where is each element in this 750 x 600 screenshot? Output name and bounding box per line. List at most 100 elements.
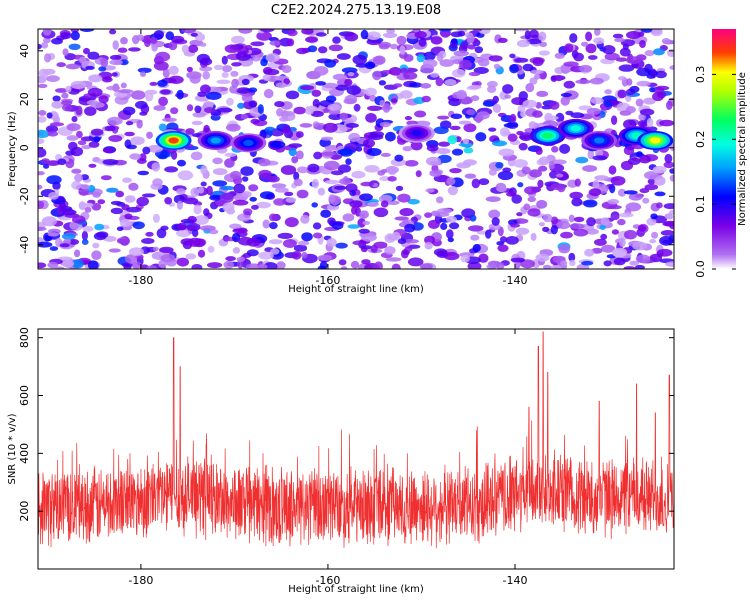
heatmap-cell <box>41 216 58 227</box>
heatmap-cell <box>478 178 490 186</box>
heatmap-cell <box>569 191 583 200</box>
heatmap-cell <box>310 110 324 117</box>
heatmap-cell <box>326 238 337 247</box>
heatmap-cell <box>453 50 470 57</box>
heatmap-cell <box>584 248 595 257</box>
heatmap-cell <box>503 122 518 128</box>
heatmap-cell <box>246 249 259 257</box>
heatmap-cell <box>71 116 78 123</box>
heatmap-cell <box>466 33 475 44</box>
heatmap-cell <box>297 166 309 174</box>
heatmap-cell <box>91 203 102 211</box>
heatmap-cell <box>120 37 128 45</box>
heatmap-cell <box>88 163 97 168</box>
heatmap-cell <box>468 225 484 232</box>
heatmap-cell <box>498 148 515 157</box>
heatmap-cell <box>232 232 241 243</box>
heatmap-cell <box>560 96 570 106</box>
heatmap-y-label: Frequency (Hz) <box>7 111 18 187</box>
heatmap-cell <box>519 132 533 142</box>
heatmap-cell <box>649 239 657 244</box>
heatmap-cell <box>505 236 519 245</box>
heatmap-cell <box>467 44 476 50</box>
heatmap-cell <box>283 78 291 85</box>
heatmap-cell <box>162 68 170 78</box>
heatmap-cell <box>337 149 351 156</box>
heatmap-cell <box>389 43 399 50</box>
heatmap-cell <box>653 48 665 56</box>
heatmap-cell <box>551 159 567 165</box>
heatmap-cell <box>537 179 544 189</box>
heatmap-cell <box>274 101 285 108</box>
heatmap-cell <box>135 100 148 109</box>
heatmap-cell <box>608 165 617 175</box>
heatmap-cell <box>535 147 543 155</box>
heatmap-cell <box>238 74 255 82</box>
heatmap-cell <box>248 184 259 192</box>
heatmap-cell <box>488 168 497 176</box>
heatmap-cell <box>511 194 522 204</box>
heatmap-cell <box>363 139 375 148</box>
heatmap-cell <box>361 259 371 265</box>
heatmap-cell <box>460 41 469 50</box>
heatmap-cell <box>286 29 298 37</box>
heatmap-cell <box>305 108 314 115</box>
heatmap-cell <box>317 187 326 196</box>
heatmap-cell <box>555 173 564 178</box>
heatmap-cell <box>87 87 103 97</box>
heatmap-cell <box>663 203 674 210</box>
heatmap-cell <box>295 150 304 160</box>
heatmap-cell <box>585 43 597 54</box>
heatmap-cell <box>60 32 72 39</box>
heatmap-cell <box>142 146 151 155</box>
heatmap-cell <box>367 134 384 141</box>
heatmap-cell <box>258 169 272 179</box>
heatmap-cell <box>248 100 258 108</box>
heatmap-cell <box>312 222 322 230</box>
heatmap-cell <box>176 257 189 267</box>
heatmap-cell <box>624 229 637 240</box>
heatmap-cell <box>342 213 355 222</box>
heatmap-cell <box>47 131 59 137</box>
heatmap-cell <box>470 95 480 102</box>
heatmap-cell <box>424 241 433 250</box>
heatmap-cell <box>573 52 584 62</box>
heatmap-cell <box>642 197 650 204</box>
heatmap-cell <box>231 35 245 44</box>
x-tick-label: -180 <box>128 574 153 587</box>
heatmap-cell <box>635 254 651 264</box>
heatmap-cell <box>599 224 606 230</box>
heatmap-cell <box>301 29 314 35</box>
heatmap-cell <box>103 235 117 242</box>
heatmap-cell <box>38 147 47 158</box>
heatmap-cell <box>245 45 253 50</box>
heatmap-cell <box>74 173 83 182</box>
heatmap-frame <box>37 28 675 270</box>
heatmap-cell <box>565 110 574 116</box>
heatmap-cell <box>638 31 645 37</box>
heatmap-cell <box>542 226 550 233</box>
heatmap-cell <box>339 178 351 185</box>
heatmap-cell <box>156 228 167 239</box>
heatmap-cell <box>416 54 426 63</box>
heatmap-cell <box>582 165 598 172</box>
heatmap-cell <box>570 112 585 119</box>
heatmap-cell <box>51 37 63 45</box>
heatmap-cell <box>284 191 294 197</box>
heatmap-cell <box>230 170 242 180</box>
heatmap-cell <box>221 55 228 65</box>
heatmap-cell <box>225 123 241 132</box>
heatmap-cell <box>237 213 251 222</box>
heatmap-cell <box>612 33 624 39</box>
heatmap-cell <box>38 110 47 116</box>
heatmap-cell <box>650 29 663 37</box>
heatmap-cell <box>264 126 276 132</box>
heatmap-cell <box>551 146 559 153</box>
heatmap-cell <box>347 72 355 77</box>
heatmap-cell <box>112 40 119 50</box>
heatmap-cell <box>229 223 242 230</box>
heatmap-cell <box>128 47 141 52</box>
heatmap-cell <box>171 35 185 44</box>
heatmap-cell <box>81 145 92 150</box>
heatmap-cell <box>538 31 547 42</box>
